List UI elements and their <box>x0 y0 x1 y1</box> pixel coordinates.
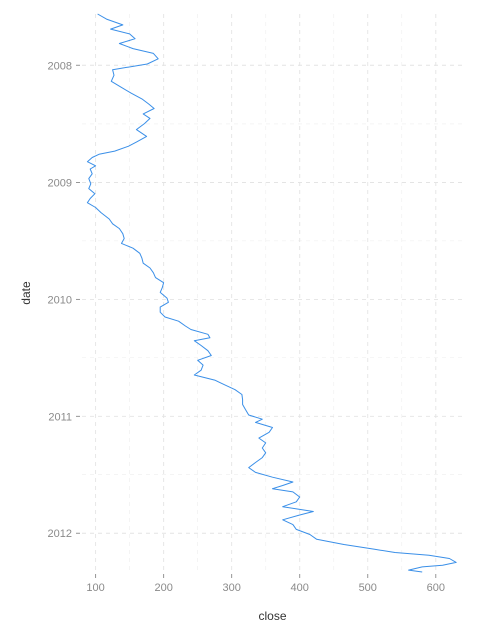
x-tick-label: 500 <box>359 582 377 594</box>
x-axis: 100 200 300 400 500 600 <box>86 574 445 594</box>
x-tick-label: 400 <box>291 582 309 594</box>
x-tick-label: 200 <box>154 582 172 594</box>
y-axis: 2008 2009 2010 2011 2012 <box>48 60 80 540</box>
y-tick-label: 2012 <box>48 528 72 540</box>
y-axis-title: date <box>19 281 33 305</box>
series-line-group <box>87 14 456 572</box>
y-tick-label: 2009 <box>48 177 72 189</box>
series-line <box>87 14 456 572</box>
x-tick-label: 600 <box>427 582 445 594</box>
x-axis-title: close <box>258 609 286 623</box>
y-tick-label: 2008 <box>48 60 72 72</box>
x-tick-label: 100 <box>86 582 104 594</box>
y-tick-label: 2010 <box>48 294 72 306</box>
x-tick-label: 300 <box>222 582 240 594</box>
y-tick-label: 2011 <box>48 411 72 423</box>
